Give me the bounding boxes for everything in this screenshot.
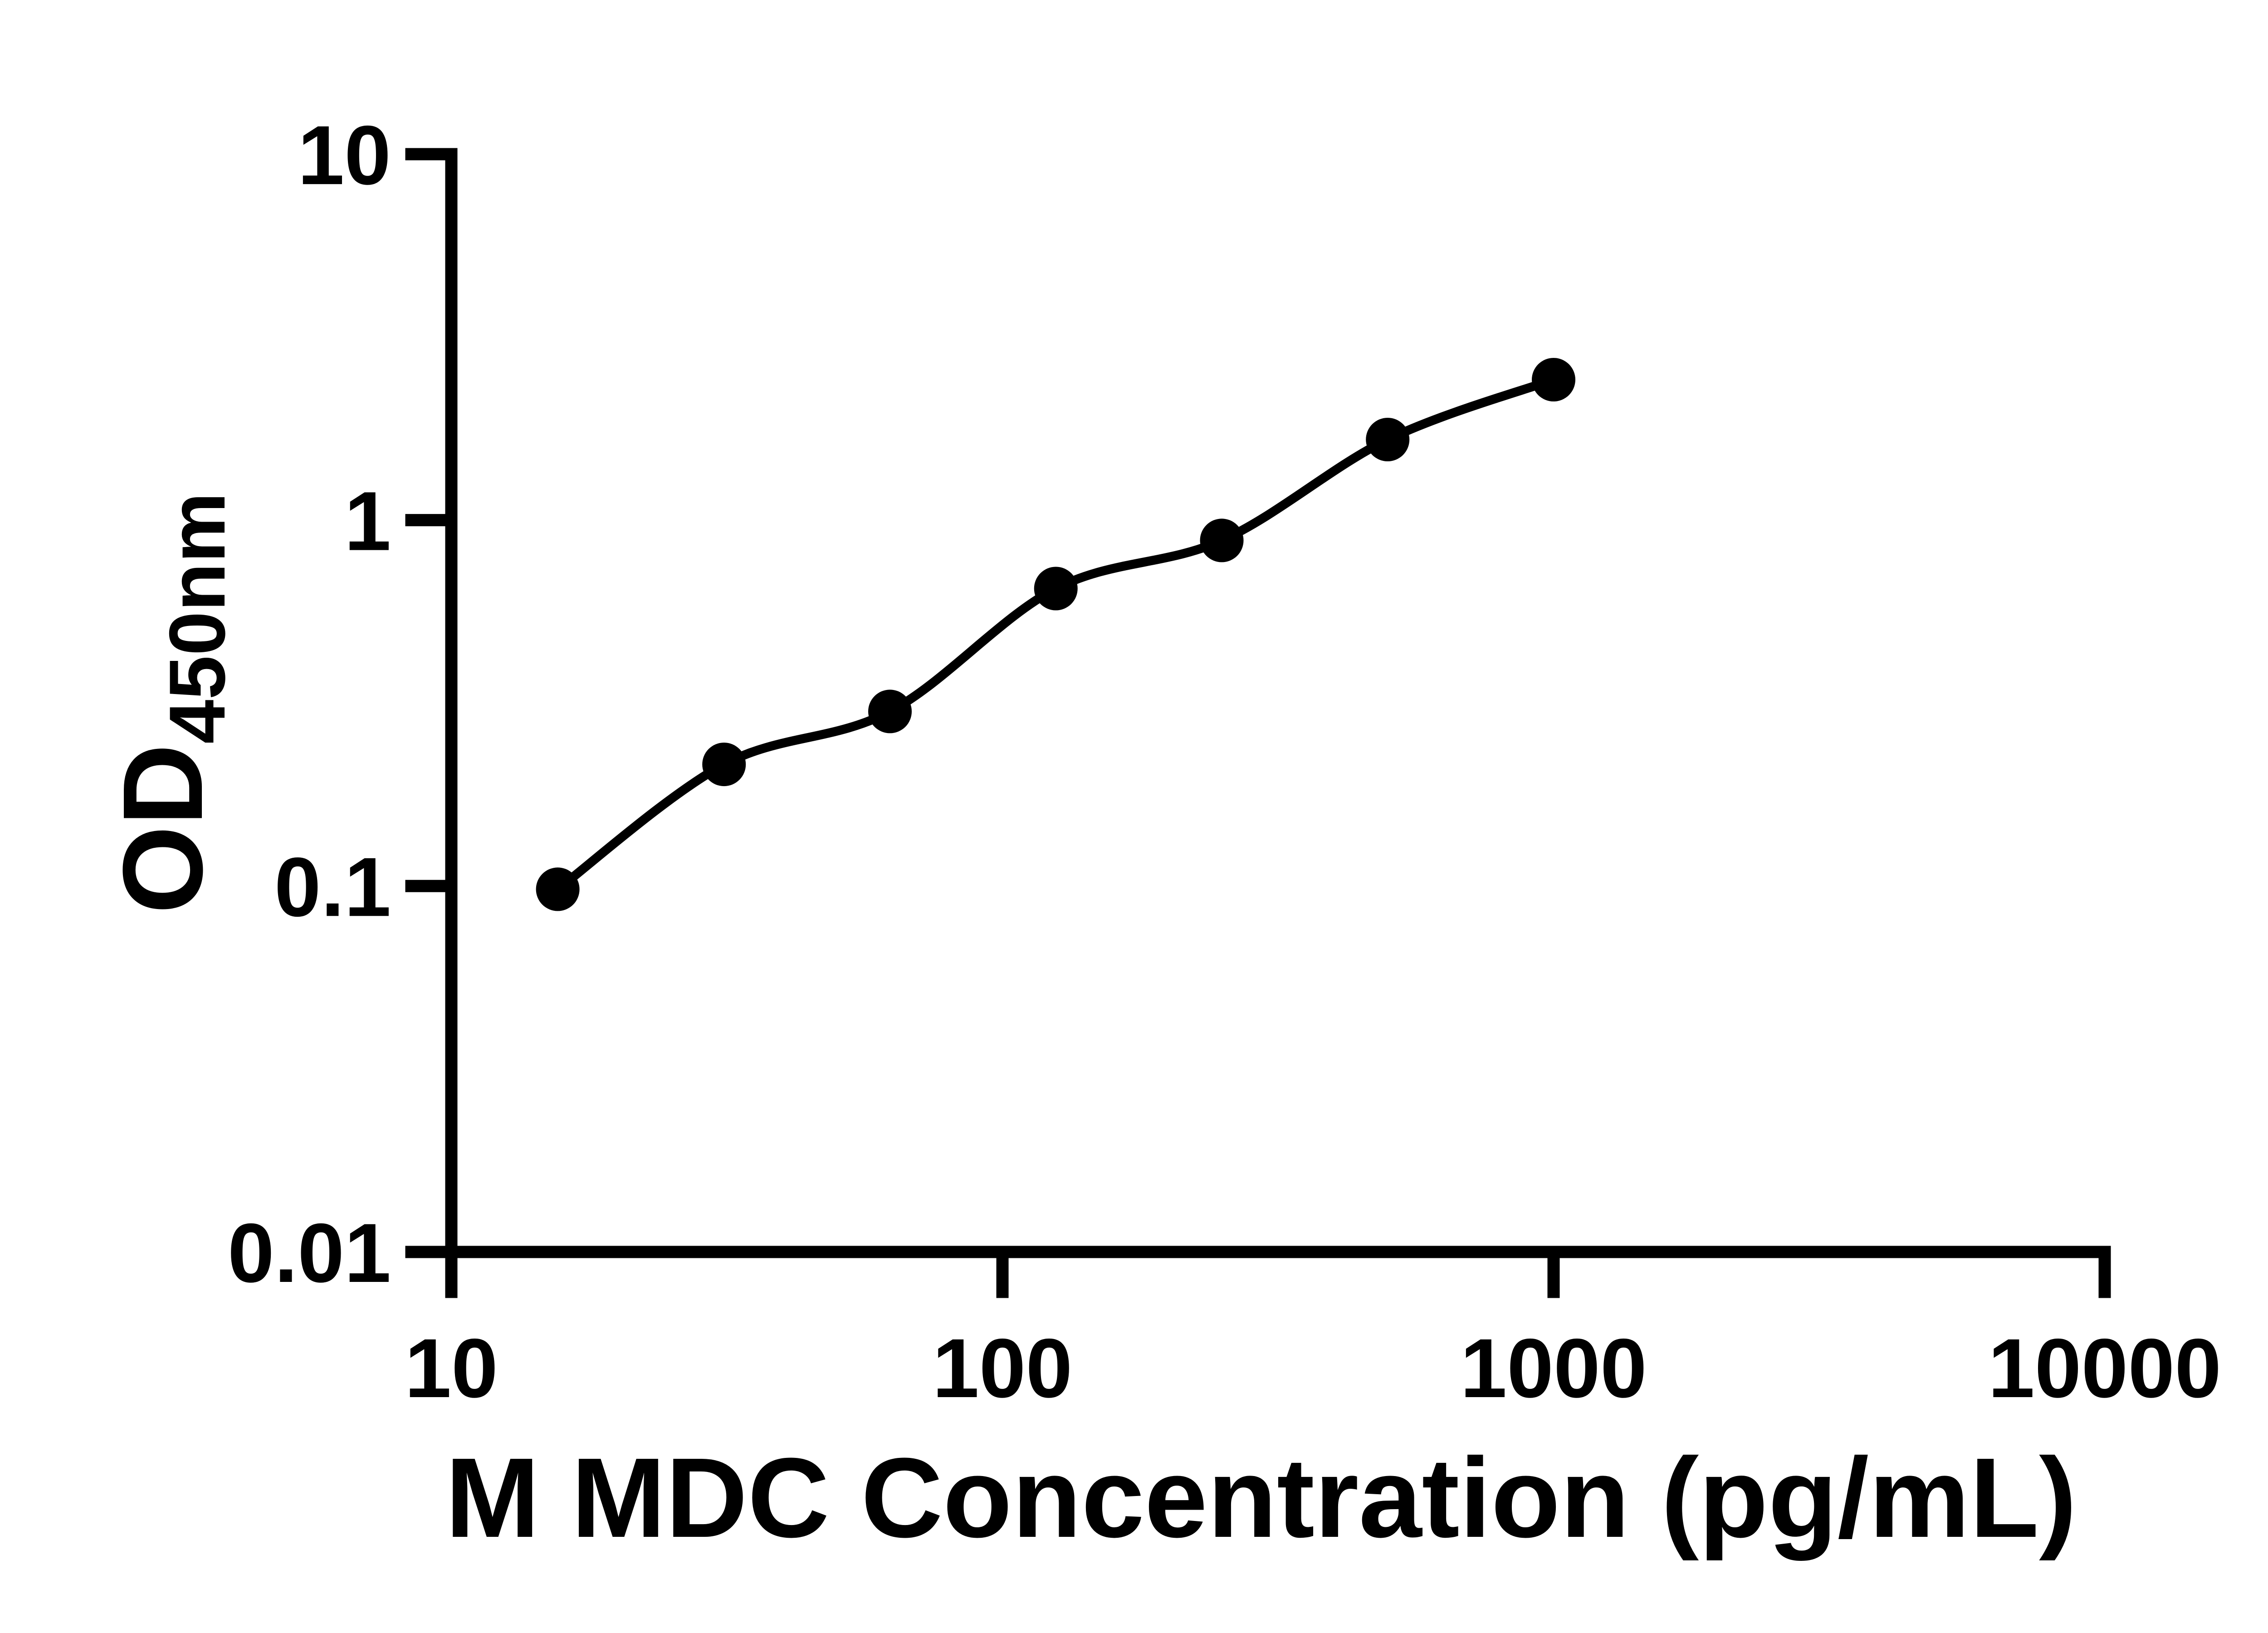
data-points — [536, 358, 1575, 911]
y-axis-title-subscript: 450nm — [153, 492, 242, 743]
y-axis-tick-labels: 0.01 0.1 1 10 — [228, 109, 391, 1300]
y-tick-label: 10 — [298, 109, 391, 202]
y-tick-label: 1 — [344, 475, 391, 568]
x-tick-label: 10000 — [1988, 1322, 2221, 1415]
fit-curve — [553, 375, 1558, 894]
data-point-marker — [1034, 567, 1078, 611]
y-tick-label: 0.01 — [228, 1207, 391, 1300]
data-point-marker — [1532, 358, 1575, 401]
data-point-marker — [1200, 518, 1244, 562]
y-axis-title-main: OD — [99, 744, 226, 914]
data-point-marker — [702, 743, 746, 787]
x-axis-title: M MDC Concentration (pg/mL) — [445, 1434, 2077, 1561]
data-point-marker — [1366, 418, 1410, 461]
x-tick-label: 1000 — [1460, 1322, 1647, 1415]
standard-curve-line — [553, 375, 1558, 894]
data-point-marker — [868, 689, 912, 733]
axes — [405, 148, 2111, 1298]
x-axis-tick-labels: 10 100 1000 10000 — [405, 1322, 2221, 1415]
x-tick-label: 100 — [933, 1322, 1073, 1415]
y-tick-label: 0.1 — [274, 841, 391, 934]
y-axis-title: OD450nm — [99, 492, 242, 914]
data-point-marker — [536, 867, 580, 911]
x-tick-label: 10 — [405, 1322, 498, 1415]
